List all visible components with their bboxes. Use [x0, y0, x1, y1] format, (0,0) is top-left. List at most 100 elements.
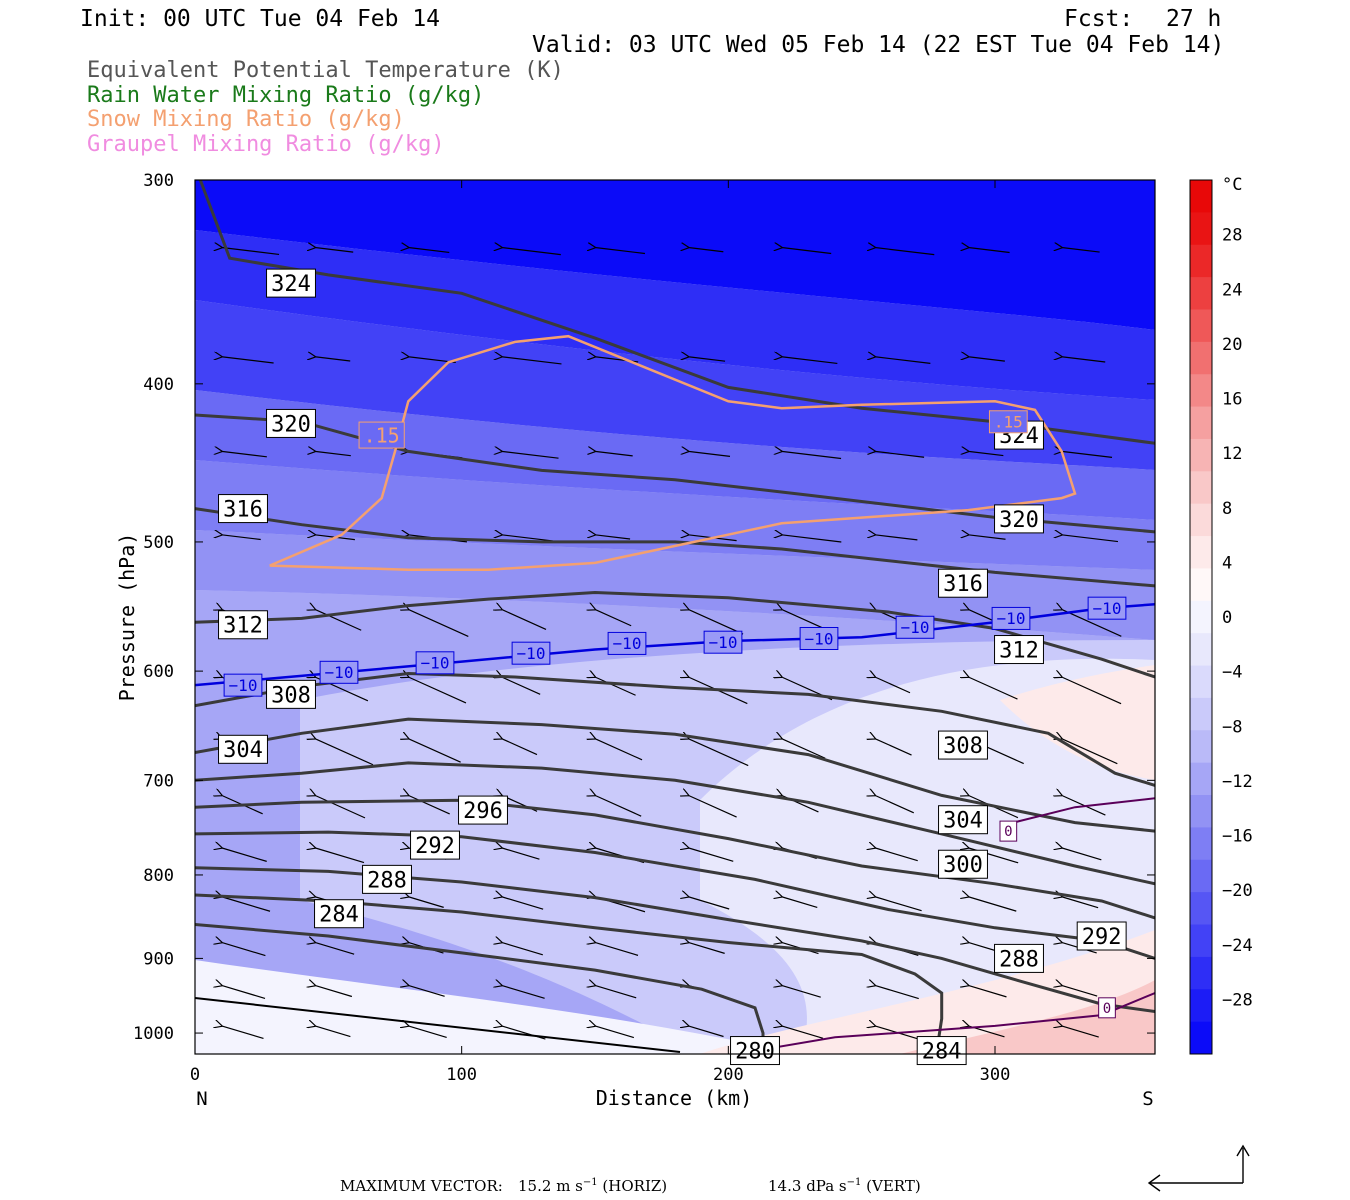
- horiz-unit: m s: [556, 1177, 583, 1195]
- theta-e-label-304: 304: [218, 734, 268, 764]
- colorbar-label: 0: [1222, 608, 1232, 628]
- wind-vector: [1062, 1026, 1099, 1038]
- wind-vector: [502, 677, 541, 695]
- theta-e-label-288: 288: [362, 864, 412, 894]
- colorbar-label: −4: [1222, 663, 1242, 683]
- wind-vector: [408, 609, 469, 637]
- wind-vector: [315, 795, 366, 819]
- temp-label-minus10: −10: [799, 626, 839, 650]
- svg-text:280: 280: [735, 1039, 775, 1064]
- wind-vector: [315, 248, 354, 253]
- wind-vector: [222, 357, 274, 364]
- temp-label-minus10: −10: [415, 651, 455, 675]
- colorbar-swatch: [1190, 503, 1212, 537]
- wind-vector: [222, 985, 266, 1000]
- svg-text:312: 312: [223, 614, 263, 639]
- wind-vector: [222, 451, 267, 458]
- south-label: S: [1142, 1088, 1153, 1110]
- svg-text:284: 284: [319, 903, 359, 928]
- vert-value: 14.3: [768, 1177, 802, 1195]
- svg-text:284: 284: [922, 1039, 962, 1064]
- svg-text:308: 308: [271, 683, 311, 708]
- theta-e-contour-280: [195, 923, 765, 1054]
- wind-vector: [315, 357, 351, 362]
- colorbar-label: −8: [1222, 717, 1242, 737]
- svg-text:−10: −10: [997, 609, 1026, 628]
- colorbar-swatch: [1190, 665, 1212, 699]
- colorbar-label: −24: [1222, 936, 1253, 956]
- valid-time: Valid: 03 UTC Wed 05 Feb 14 (22 EST Tue …: [532, 32, 1225, 58]
- colorbar-swatch: [1190, 471, 1212, 505]
- svg-text:296: 296: [463, 799, 503, 824]
- colorbar-swatch: [1190, 438, 1212, 472]
- wind-vector: [502, 985, 545, 999]
- wind-vector: [1062, 985, 1098, 997]
- snow-contour-label: .15: [988, 410, 1028, 434]
- wind-vector: [782, 248, 832, 255]
- wind-vector: [408, 248, 450, 254]
- temp-label-minus10: −10: [607, 631, 647, 655]
- vert-unit: dPa s: [806, 1177, 847, 1195]
- horiz-value: 15.2: [518, 1177, 552, 1195]
- colorbar-swatch: [1190, 795, 1212, 828]
- wind-vector: [502, 942, 543, 956]
- svg-text:324: 324: [271, 272, 311, 297]
- theta-e-label-316: 316: [218, 494, 268, 524]
- svg-text:320: 320: [999, 508, 1039, 533]
- colorbar-label: −12: [1222, 772, 1253, 792]
- y-tick-label: 900: [143, 949, 174, 969]
- colorbar-swatch: [1190, 633, 1212, 667]
- svg-text:0: 0: [1103, 1001, 1111, 1017]
- colorbar-swatch: [1190, 697, 1212, 731]
- theta-e-label-300: 300: [938, 849, 988, 879]
- svg-text:316: 316: [223, 497, 263, 522]
- wind-vector: [1062, 739, 1118, 765]
- wind-vector: [315, 609, 362, 631]
- wind-vector: [1062, 677, 1122, 705]
- wind-vector: [1062, 451, 1113, 459]
- x-axis-label: Distance (km): [596, 1086, 753, 1110]
- terrain-line: [195, 997, 681, 1053]
- wind-vector: [875, 848, 918, 862]
- temp-label-minus10: −10: [511, 641, 551, 665]
- theta-e-contour-316: [195, 507, 1155, 588]
- wind-vector: [875, 677, 911, 694]
- wind-vector: [222, 1026, 264, 1040]
- svg-text:288: 288: [367, 868, 407, 893]
- wind-vector: [1062, 897, 1099, 909]
- theta-e-label-284: 284: [916, 1036, 967, 1066]
- theta-e-contour-300: [195, 761, 1155, 886]
- wind-vector: [875, 451, 925, 458]
- svg-text:320: 320: [271, 412, 311, 437]
- wind-vector: [595, 677, 636, 696]
- wind-vector: [1062, 535, 1119, 543]
- init-time: Init: 00 UTC Tue 04 Feb 14: [80, 6, 441, 32]
- theta-e-label-320: 320: [266, 408, 316, 438]
- svg-text:−10: −10: [709, 633, 738, 652]
- svg-text:−10: −10: [613, 634, 642, 653]
- y-axis-label: Pressure (hPa): [115, 533, 139, 702]
- y-tick-label: 500: [143, 533, 174, 553]
- theta-e-contour-320: [195, 413, 1155, 534]
- vector-key-icon: [1147, 1144, 1250, 1192]
- temp-label-zero: 0: [1098, 997, 1116, 1019]
- theta-e-label-308: 308: [266, 679, 316, 709]
- colorbar-swatch: [1190, 600, 1212, 634]
- colorbar-swatch: [1190, 180, 1212, 213]
- colorbar-swatch: [1190, 924, 1212, 958]
- wind-vector: [315, 942, 355, 955]
- wind-vector: [968, 357, 1005, 362]
- colorbar-swatch: [1190, 1021, 1212, 1055]
- horiz-suffix: (HORIZ): [602, 1177, 668, 1195]
- wind-vector: [595, 451, 633, 457]
- wind-vector: [875, 357, 931, 364]
- x-tick-label: 200: [713, 1065, 744, 1085]
- theta-e-label-292: 292: [410, 830, 460, 860]
- colorbar-label: −20: [1222, 881, 1253, 901]
- colorbar-label: 12: [1222, 444, 1242, 464]
- wind-vector: [502, 897, 544, 910]
- svg-text:.15: .15: [994, 413, 1023, 432]
- svg-text:308: 308: [943, 734, 983, 759]
- colorbar-label: 20: [1222, 335, 1242, 355]
